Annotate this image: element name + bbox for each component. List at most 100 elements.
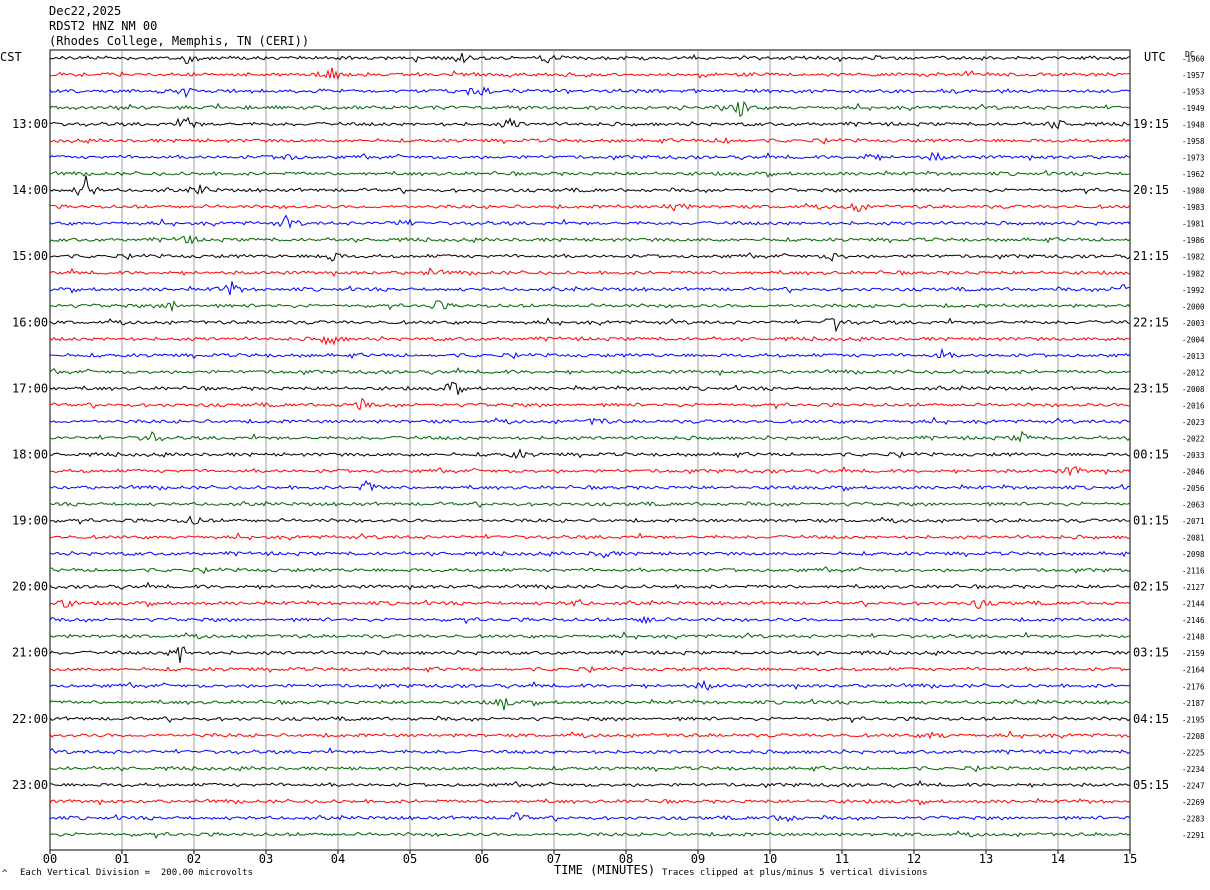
- x-tick-label: 12: [907, 852, 921, 866]
- dc-offset-label: -2000: [1182, 302, 1205, 311]
- x-tick-label: 13: [979, 852, 993, 866]
- dc-offset-label: -2063: [1182, 501, 1205, 510]
- dc-offset-label: -1962: [1182, 170, 1205, 179]
- dc-offset-label: -2003: [1182, 319, 1205, 328]
- dc-offset-label: -1983: [1182, 203, 1205, 212]
- trace-line: [49, 100, 1130, 118]
- trace-line: [49, 550, 1131, 559]
- dc-offset-label: -1949: [1182, 104, 1205, 113]
- dc-offset-label: -1981: [1182, 220, 1205, 229]
- dc-offset-label: -1992: [1182, 286, 1205, 295]
- cst-zone-label: CST: [0, 50, 22, 64]
- dc-offset-label: -2164: [1182, 666, 1205, 675]
- utc-hour-label: 20:15: [1133, 183, 1169, 197]
- dc-offset-label: -1973: [1182, 154, 1205, 163]
- x-tick-label: 05: [403, 852, 417, 866]
- utc-hour-label: 02:15: [1133, 580, 1169, 594]
- trace-line: [49, 811, 1131, 823]
- clip-note: Traces clipped at plus/minus 5 vertical …: [662, 868, 928, 878]
- trace-line: [49, 202, 1131, 213]
- cst-hour-label: 14:00: [12, 183, 48, 197]
- utc-hour-label: 01:15: [1133, 514, 1169, 528]
- dc-offset-label: -2004: [1182, 335, 1205, 344]
- utc-hour-label: 23:15: [1133, 381, 1169, 395]
- trace-line: [50, 779, 1131, 789]
- dc-offset-label: -2148: [1182, 633, 1205, 642]
- cst-hour-label: 19:00: [12, 514, 48, 528]
- trace-line: [49, 175, 1131, 196]
- trace-line: [49, 151, 1131, 162]
- cst-hour-label: 16:00: [12, 315, 48, 329]
- trace-line: [49, 397, 1131, 411]
- x-tick-label: 01: [115, 852, 129, 866]
- trace-line: [49, 300, 1131, 313]
- trace-line: [49, 615, 1131, 625]
- dc-offset-label: -2195: [1182, 715, 1205, 724]
- dc-offset-label: -1960: [1182, 55, 1205, 64]
- dc-offset-label: -2022: [1182, 434, 1205, 443]
- dc-offset-label: -2023: [1182, 418, 1205, 427]
- dc-offset-label: -2291: [1182, 831, 1205, 840]
- cst-hour-label: 21:00: [12, 646, 48, 660]
- trace-line: [49, 317, 1131, 333]
- dc-offset-label: -1982: [1182, 253, 1205, 262]
- x-tick-label: 06: [475, 852, 489, 866]
- utc-hour-label: 21:15: [1133, 249, 1169, 263]
- dc-offset-label: -2208: [1182, 732, 1205, 741]
- trace-line: [49, 698, 1131, 711]
- plot-date: Dec22,2025: [49, 4, 122, 18]
- x-tick-label: 02: [187, 852, 201, 866]
- dc-offset-label: -2013: [1182, 352, 1205, 361]
- x-tick-label: 00: [43, 852, 57, 866]
- dc-offset-label: -2269: [1182, 798, 1205, 807]
- dc-offset-label: -2176: [1182, 682, 1205, 691]
- dc-offset-label: -2098: [1182, 550, 1205, 559]
- dc-offset-label: -2247: [1182, 781, 1205, 790]
- x-tick-label: 10: [763, 852, 777, 866]
- scale-note: Each Vertical Division = 200.00 microvol…: [20, 868, 253, 878]
- trace-line: [49, 830, 1131, 839]
- trace-line: [49, 566, 1131, 575]
- trace-line: [49, 797, 1131, 806]
- trace-line: [49, 448, 1130, 460]
- dc-offset-label: -2008: [1182, 385, 1205, 394]
- x-tick-label: 04: [331, 852, 345, 866]
- utc-hour-label: 19:15: [1133, 117, 1169, 131]
- utc-hour-label: 04:15: [1133, 712, 1169, 726]
- trace-line: [49, 366, 1131, 377]
- dc-offset-label: -2046: [1182, 468, 1205, 477]
- x-axis-label: TIME (MINUTES): [554, 863, 656, 877]
- x-tick-label: 15: [1123, 852, 1137, 866]
- trace-line: [49, 715, 1131, 724]
- dc-label: DC: [1185, 50, 1195, 59]
- trace-line: [49, 500, 1131, 509]
- dc-offset-label: -2187: [1182, 699, 1205, 708]
- dc-offset-label: -2081: [1182, 534, 1205, 543]
- x-tick-label: 08: [619, 852, 633, 866]
- cst-hour-label: 15:00: [12, 249, 48, 263]
- trace-line: [49, 631, 1131, 640]
- trace-line: [50, 515, 1131, 526]
- dc-offset-label: -1957: [1182, 71, 1205, 80]
- dc-offset-label: -1948: [1182, 121, 1205, 130]
- dc-offset-label: -2234: [1182, 765, 1205, 774]
- x-tick-label: 11: [835, 852, 849, 866]
- utc-hour-label: 03:15: [1133, 646, 1169, 660]
- trace-line: [49, 581, 1131, 591]
- x-tick-label: 07: [547, 852, 561, 866]
- trace-line: [49, 136, 1131, 145]
- trace-line: [49, 416, 1131, 426]
- utc-hour-label: 22:15: [1133, 315, 1169, 329]
- trace-line: [49, 466, 1131, 477]
- dc-offset-label: -2159: [1182, 649, 1205, 658]
- trace-line: [49, 234, 1131, 245]
- utc-hour-label: 00:15: [1133, 447, 1169, 461]
- x-tick-label: 03: [259, 852, 273, 866]
- trace-line: [49, 598, 1131, 609]
- dc-offset-label: -2056: [1182, 484, 1205, 493]
- dc-offset-label: -1953: [1182, 88, 1205, 97]
- dc-offset-label: -2071: [1182, 517, 1205, 526]
- trace-line: [49, 747, 1131, 755]
- dc-offset-label: -2146: [1182, 616, 1205, 625]
